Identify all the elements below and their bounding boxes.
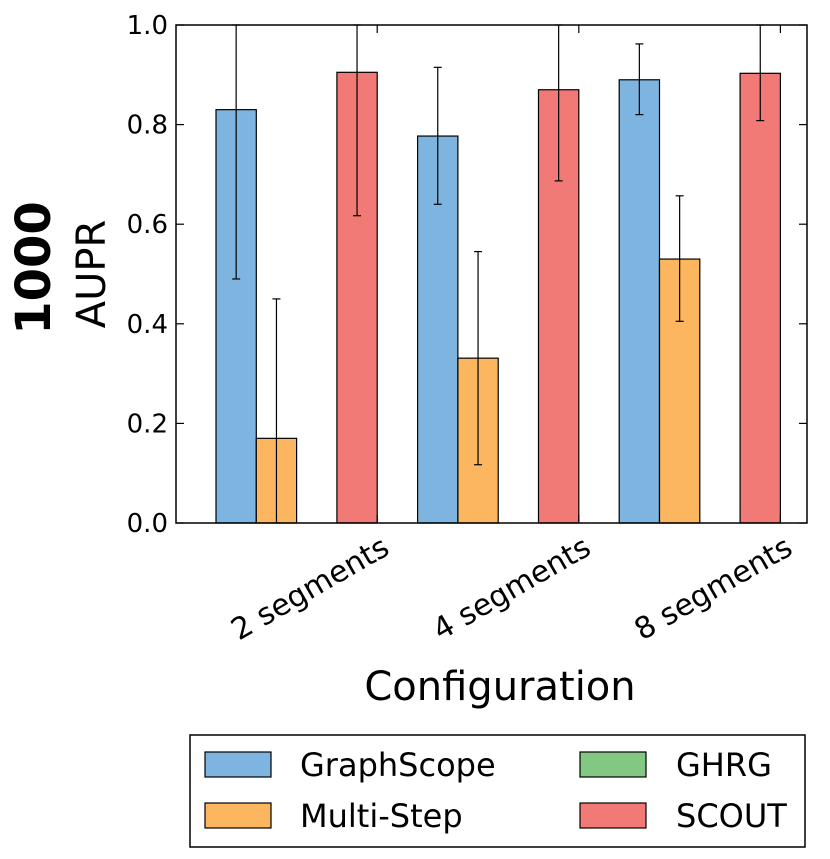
legend-label-multi-step: Multi-Step xyxy=(300,797,463,835)
y-axis: 0.0 0.2 0.4 0.6 0.8 1.0 xyxy=(127,11,807,539)
bar-graphscope-8-segments xyxy=(618,79,661,524)
legend-swatch-multi-step xyxy=(204,802,272,829)
legend-swatch-ghrg xyxy=(579,751,647,778)
y-tick-label-0-4: 0.4 xyxy=(127,310,168,340)
bar-scout-8-segments xyxy=(739,72,781,524)
y-tick-label-0-6: 0.6 xyxy=(127,210,168,240)
row-label: 1000 xyxy=(6,201,62,335)
x-tick-label-2-segments: 2 segments xyxy=(225,530,395,648)
x-axis-label: Configuration xyxy=(364,664,635,710)
x-tick-label-8-segments: 8 segments xyxy=(629,530,799,648)
y-tick-label-0-8: 0.8 xyxy=(127,111,168,141)
plot-frame xyxy=(175,24,808,524)
y-axis-label: AUPR xyxy=(69,220,115,329)
x-axis: 2 segments 4 segments 8 segments xyxy=(225,25,798,648)
legend: GraphScope Multi-Step GHRG SCOUT xyxy=(189,734,806,848)
x-tick-label-4-segments: 4 segments xyxy=(427,530,597,648)
legend-label-scout: SCOUT xyxy=(676,797,787,835)
legend-swatch-graphscope xyxy=(204,751,272,778)
legend-frame xyxy=(189,734,806,848)
bars-layer xyxy=(215,24,781,524)
y-tick-label-0-2: 0.2 xyxy=(127,409,168,439)
legend-swatch-scout xyxy=(579,802,647,829)
legend-label-ghrg: GHRG xyxy=(676,746,772,784)
y-tick-label-1-0: 1.0 xyxy=(127,11,168,41)
y-tick-label-0-0: 0.0 xyxy=(127,509,168,539)
legend-label-graphscope: GraphScope xyxy=(300,746,496,784)
